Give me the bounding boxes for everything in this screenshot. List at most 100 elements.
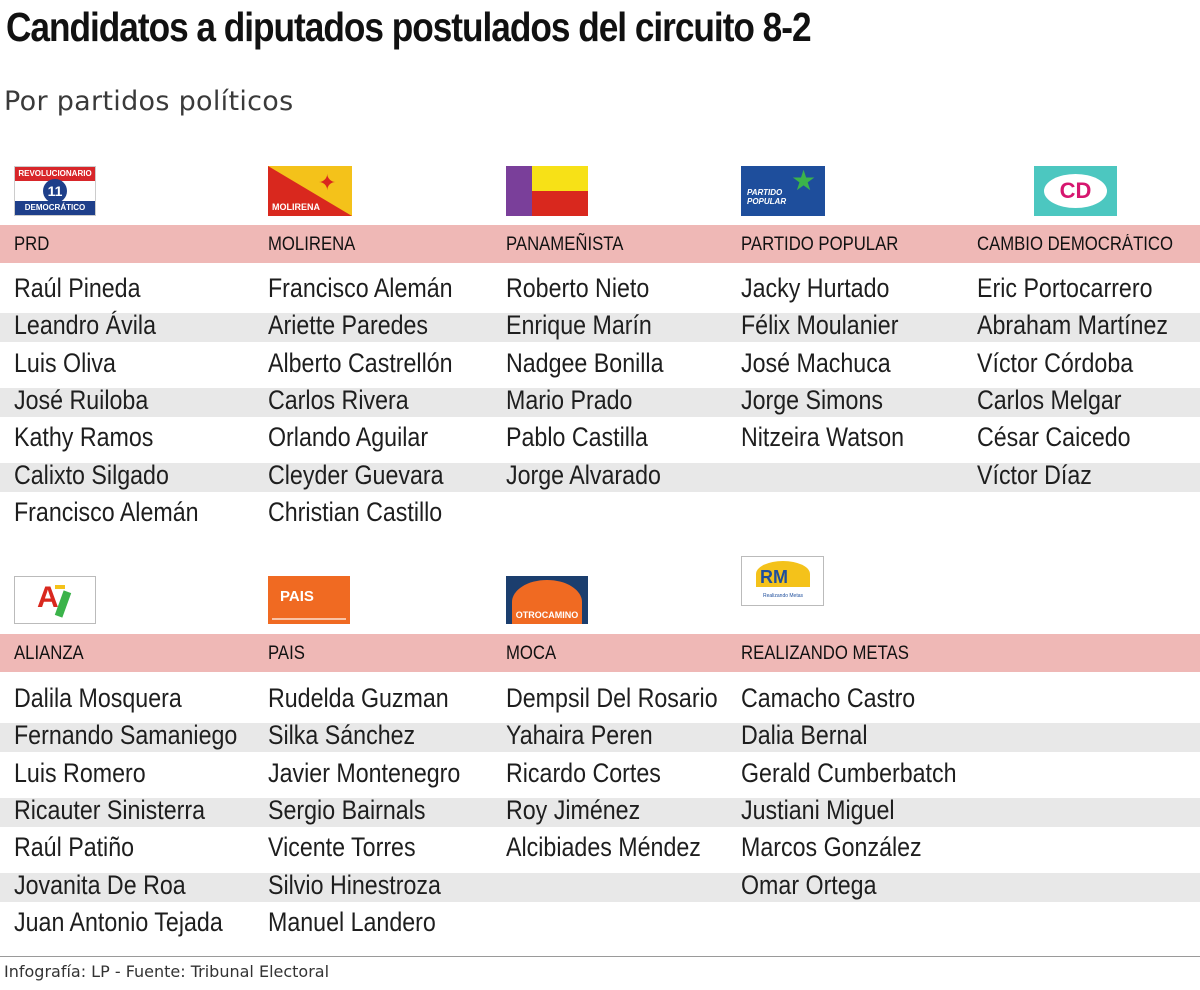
candidate-name: Luis Oliva bbox=[14, 347, 116, 378]
party-name: PANAMEÑISTA bbox=[506, 234, 624, 255]
row-stripe bbox=[0, 872, 1200, 902]
candidate-name: Christian Castillo bbox=[268, 496, 443, 527]
alianza-logo-bar bbox=[55, 585, 65, 589]
candidate-name: Juan Antonio Tejada bbox=[14, 906, 223, 937]
candidate-name: Orlando Aguilar bbox=[268, 422, 429, 453]
candidate-name: Ricauter Sinisterra bbox=[14, 794, 205, 825]
prd-logo-top-text: REVOLUCIONARIO bbox=[15, 167, 95, 181]
candidate-name: Félix Moulanier bbox=[741, 310, 899, 341]
candidate-name: Carlos Melgar bbox=[977, 384, 1122, 415]
candidate-name: Silka Sánchez bbox=[268, 720, 416, 751]
page-title: Candidatos a diputados postulados del ci… bbox=[6, 4, 812, 50]
panamenista-logo-yellow bbox=[532, 166, 588, 191]
candidate-name: Manuel Landero bbox=[268, 906, 436, 937]
party-name: ALIANZA bbox=[14, 643, 84, 664]
candidate-name: Ricardo Cortes bbox=[506, 757, 661, 788]
candidate-name: Javier Montenegro bbox=[268, 757, 461, 788]
panamenista-logo bbox=[506, 166, 588, 216]
panamenista-logo-purple bbox=[506, 166, 532, 216]
moca-logo-arc bbox=[512, 580, 582, 624]
candidate-name: Jacky Hurtado bbox=[741, 273, 890, 303]
candidate-name: Dempsil Del Rosario bbox=[506, 683, 718, 713]
section-2: A PAIS OTROCAMINO RM Realizando Metas AL… bbox=[0, 556, 1200, 946]
candidate-name: Sergio Bairnals bbox=[268, 794, 426, 825]
candidate-name: Víctor Córdoba bbox=[977, 347, 1134, 378]
candidate-name: Víctor Díaz bbox=[977, 459, 1092, 490]
candidate-name: Gerald Cumberbatch bbox=[741, 757, 957, 788]
candidate-name: Jovanita De Roa bbox=[14, 869, 186, 900]
party-name: PAIS bbox=[268, 643, 305, 664]
candidate-name: Camacho Castro bbox=[741, 683, 916, 713]
pais-logo: PAIS bbox=[268, 576, 350, 624]
molirena-logo-text: MOLIRENA bbox=[272, 202, 320, 212]
party-name: CAMBIO DEMOCRÁTICO bbox=[977, 234, 1174, 255]
candidate-name: Eric Portocarrero bbox=[977, 273, 1153, 303]
section-1: REVOLUCIONARIO 11 DEMOCRÁTICO ✦ MOLIRENA… bbox=[0, 165, 1200, 536]
partido-popular-logo: ★ PARTIDO POPULAR bbox=[741, 165, 825, 216]
candidate-name: Roberto Nieto bbox=[506, 273, 650, 303]
candidate-name: Cleyder Guevara bbox=[268, 459, 444, 490]
candidate-name: Vicente Torres bbox=[268, 832, 416, 863]
alianza-logo: A bbox=[14, 576, 96, 624]
candidate-name: Kathy Ramos bbox=[14, 422, 154, 453]
candidate-name: Rudelda Guzman bbox=[268, 683, 449, 713]
candidate-name: Nadgee Bonilla bbox=[506, 347, 664, 378]
party-name: PARTIDO POPULAR bbox=[741, 234, 899, 255]
moca-logo: OTROCAMINO bbox=[506, 576, 588, 624]
page-subtitle: Por partidos políticos bbox=[4, 86, 294, 117]
candidate-name: José Machuca bbox=[741, 347, 891, 378]
alianza-logo-letter: A bbox=[37, 581, 59, 614]
row-stripe bbox=[0, 797, 1200, 827]
footer-divider bbox=[0, 956, 1200, 957]
candidate-name: Dalila Mosquera bbox=[14, 683, 182, 713]
panamenista-logo-red bbox=[532, 191, 588, 216]
party-name: MOCA bbox=[506, 643, 557, 664]
candidate-name: José Ruiloba bbox=[14, 384, 149, 415]
party-name: PRD bbox=[14, 234, 50, 255]
pais-logo-text: PAIS bbox=[280, 588, 314, 605]
moca-logo-text: OTROCAMINO bbox=[515, 610, 579, 620]
candidate-name: Nitzeira Watson bbox=[741, 422, 905, 453]
rooster-icon: ✦ bbox=[318, 170, 337, 195]
cambio-democratico-logo: CD bbox=[1034, 166, 1117, 216]
candidate-name: Roy Jiménez bbox=[506, 794, 641, 825]
party-name: REALIZANDO METAS bbox=[741, 643, 909, 664]
candidate-name: Carlos Rivera bbox=[268, 384, 409, 415]
candidate-name: Alcibiades Méndez bbox=[506, 832, 701, 863]
star-icon: ★ bbox=[791, 165, 817, 196]
candidate-name: Justiani Miguel bbox=[741, 794, 895, 825]
candidate-name: Alberto Castrellón bbox=[268, 347, 453, 378]
party-header-band bbox=[0, 634, 1200, 672]
row-stripe bbox=[0, 313, 1200, 343]
candidate-name: Jorge Alvarado bbox=[506, 459, 661, 490]
logos-row: A PAIS OTROCAMINO RM Realizando Metas bbox=[0, 556, 1200, 634]
candidate-name: Raúl Pineda bbox=[14, 273, 141, 303]
candidate-name: Enrique Marín bbox=[506, 310, 652, 341]
candidate-name: Ariette Paredes bbox=[268, 310, 429, 341]
candidate-name: Fernando Samaniego bbox=[14, 720, 238, 751]
candidate-name: Raúl Patiño bbox=[14, 832, 135, 863]
party-name: MOLIRENA bbox=[268, 234, 356, 255]
partido-popular-logo-text: PARTIDO POPULAR bbox=[747, 188, 787, 206]
candidate-name: Francisco Alemán bbox=[14, 496, 199, 527]
realizando-metas-logo: RM Realizando Metas bbox=[741, 556, 824, 606]
candidate-name: Francisco Alemán bbox=[268, 273, 453, 303]
candidate-name: Yahaira Peren bbox=[506, 720, 653, 751]
candidate-name: Luis Romero bbox=[14, 757, 146, 788]
candidate-name: Pablo Castilla bbox=[506, 422, 648, 453]
footer-credit: Infografía: LP - Fuente: Tribunal Electo… bbox=[4, 962, 330, 981]
candidate-name: Calixto Silgado bbox=[14, 459, 169, 490]
candidate-name: Silvio Hinestroza bbox=[268, 869, 441, 900]
candidate-name: Abraham Martínez bbox=[977, 310, 1169, 341]
candidate-name: Mario Prado bbox=[506, 384, 633, 415]
realizando-metas-logo-subtext: Realizando Metas bbox=[762, 593, 804, 599]
realizando-metas-logo-text: RM bbox=[760, 567, 788, 587]
party-header-band bbox=[0, 225, 1200, 263]
candidate-name: Leandro Ávila bbox=[14, 310, 157, 341]
candidate-name: Dalia Bernal bbox=[741, 720, 868, 751]
sun-icon bbox=[756, 561, 810, 587]
prd-logo-number: 11 bbox=[43, 179, 67, 203]
candidate-name: César Caicedo bbox=[977, 422, 1131, 453]
cambio-democratico-logo-text: CD bbox=[1044, 174, 1107, 208]
pais-logo-underline bbox=[272, 618, 346, 620]
